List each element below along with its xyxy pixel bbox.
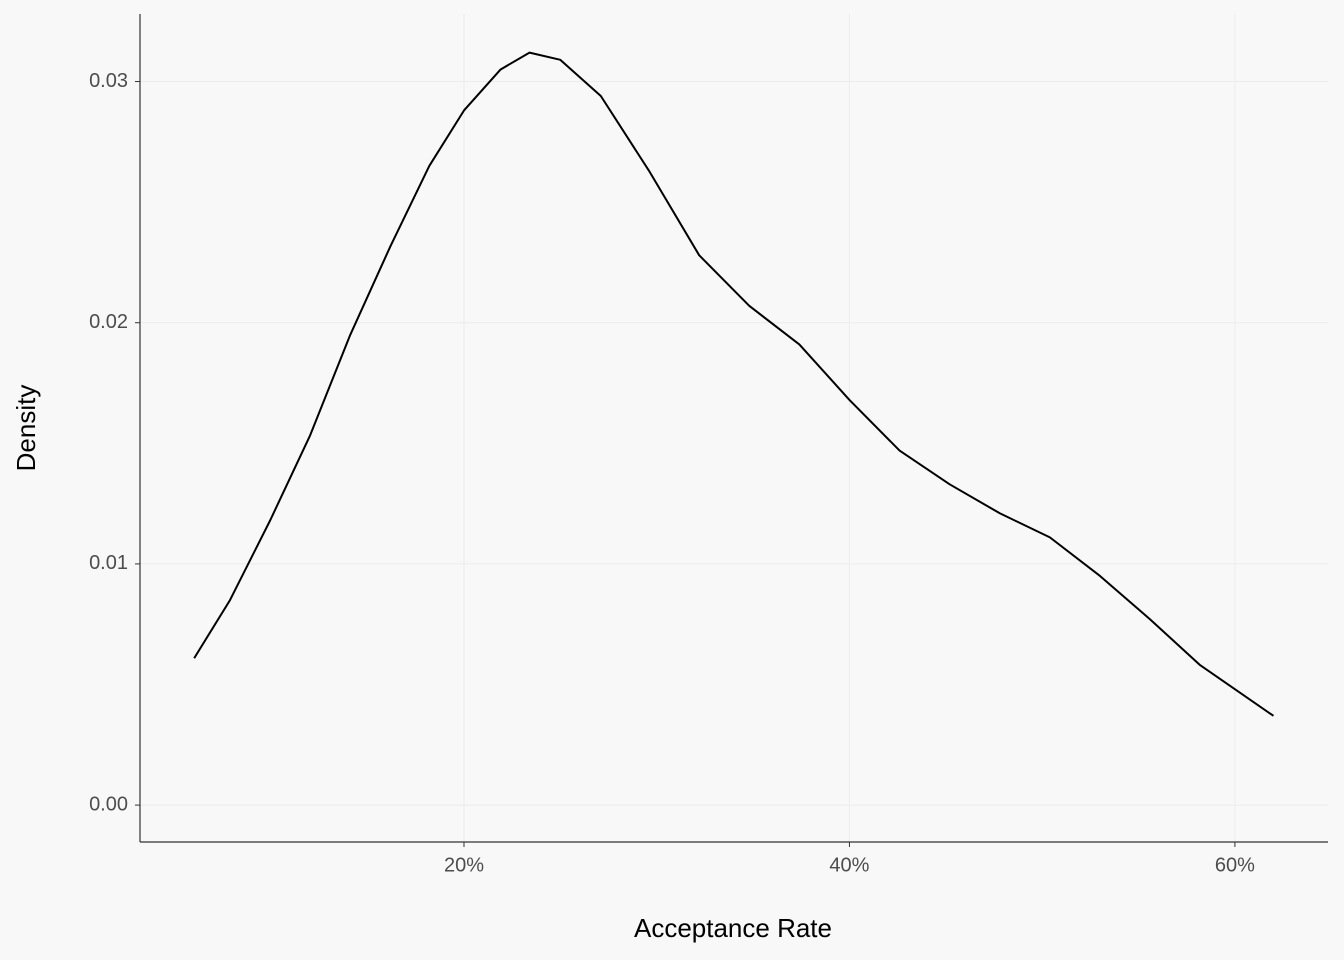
y-axis-title: Density	[11, 385, 41, 472]
y-tick-label: 0.03	[89, 70, 128, 92]
x-tick-label: 60%	[1215, 854, 1255, 876]
y-tick-label: 0.00	[89, 793, 128, 815]
x-tick-label: 40%	[829, 854, 869, 876]
y-tick-label: 0.02	[89, 311, 128, 333]
density-line	[193, 51, 1275, 717]
x-axis-title: Acceptance Rate	[634, 913, 832, 943]
y-tick-label: 0.01	[89, 552, 128, 574]
x-tick-label: 20%	[444, 854, 484, 876]
